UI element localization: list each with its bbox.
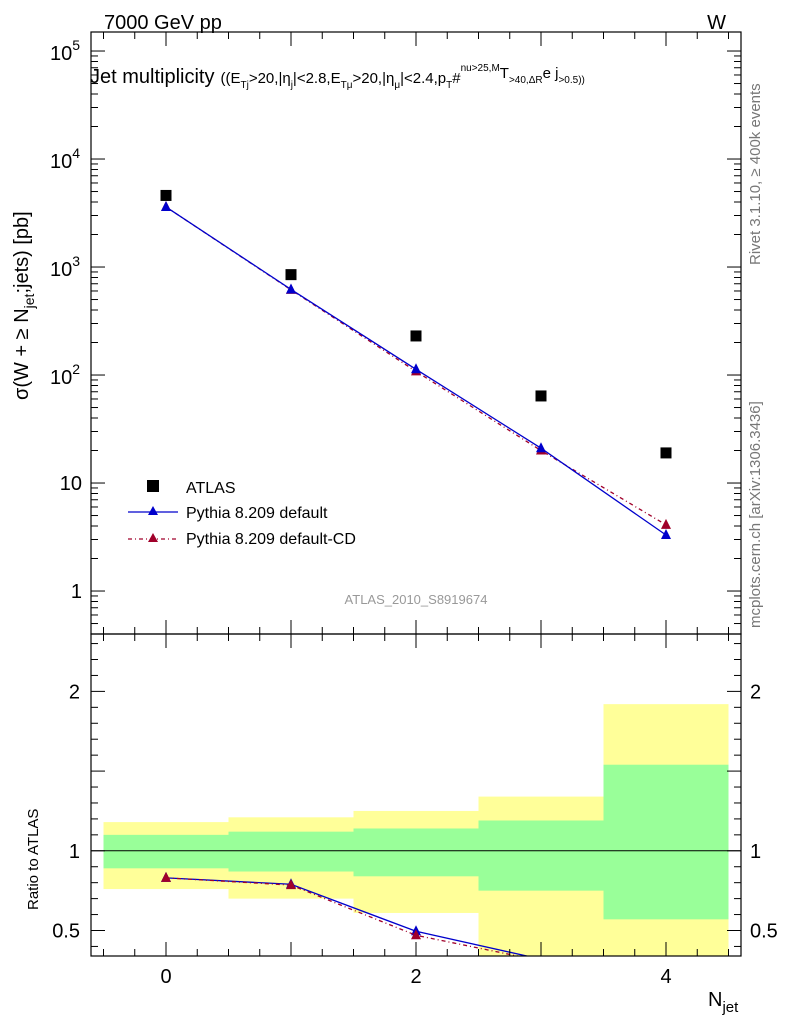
ratio-band-stat [478, 820, 604, 891]
ratio-point-2 [286, 879, 296, 890]
ratio-point-2 [411, 929, 421, 940]
main-ytick-label: 102 [50, 361, 80, 389]
rivet-label: Rivet 3.1.10, ≥ 400k events [747, 83, 764, 265]
ratio-series-group [161, 871, 530, 956]
ratio-ytick-label-left: 0.5 [52, 920, 80, 942]
legend-mc1-marker [148, 506, 158, 515]
main-point-1 [161, 200, 171, 211]
data-point-atlas [285, 269, 297, 281]
xtick-label: 2 [410, 966, 421, 988]
data-point-atlas [410, 330, 422, 342]
ratio-band-stat [353, 828, 479, 877]
legend-atlas-label: ATLAS [186, 480, 236, 497]
analysis-watermark: ATLAS_2010_S8919674 [345, 592, 488, 607]
xtick-label: 4 [660, 966, 671, 988]
ratio-ytick-label-right: 2 [750, 681, 761, 703]
legend: ATLAS Pythia 8.209 default Pythia 8.209 … [128, 480, 356, 548]
main-point-1 [286, 283, 296, 294]
main-point-1 [661, 529, 671, 540]
main-point-2 [661, 518, 671, 529]
legend-atlas-marker [147, 480, 159, 492]
header-process: W [707, 12, 726, 34]
ratio-ytick-label-left: 1 [69, 841, 80, 863]
xtick-label: 0 [160, 966, 171, 988]
ratio-band-stat [228, 831, 354, 872]
ratio-ylabel: Ratio to ATLAS [25, 809, 42, 910]
legend-mc2-marker [148, 533, 158, 542]
axis-ticks [91, 32, 741, 956]
data-point-atlas [160, 189, 172, 201]
main-ytick-label: 10 [60, 473, 82, 495]
main-ytick-label: 104 [50, 145, 80, 173]
main-ylabel: σ(W + ≥ Njet;jets) [pb] [11, 211, 37, 400]
plot-title: Jet multiplicity ((ETj>20,|ηj|<2.8,ETμ>20… [90, 63, 585, 91]
main-point-1 [536, 442, 546, 453]
ratio-ytick-label-right: 1 [750, 841, 761, 863]
main-ytick-label: 103 [50, 253, 80, 281]
legend-mc2-label: Pythia 8.209 default-CD [186, 531, 356, 548]
main-series-group [160, 189, 672, 540]
axis-tick-labels: 1 10 102 103 104 105 0.5 0.5 1 1 2 2 0 2 4 [50, 37, 778, 988]
ratio-uncertainty-bands [103, 704, 729, 956]
ratio-band-stat [103, 834, 229, 869]
header-energy: 7000 GeV pp [104, 12, 222, 34]
mcplots-label: mcplots.cern.ch [arXiv:1306.3436] [747, 401, 764, 628]
ratio-point-2 [161, 871, 171, 882]
ratio-ytick-label-left: 2 [69, 681, 80, 703]
legend-mc1-label: Pythia 8.209 default [186, 505, 328, 522]
data-point-atlas [535, 390, 547, 402]
data-point-atlas [660, 447, 672, 459]
ratio-band-stat [603, 764, 729, 920]
xlabel: Njet [708, 989, 739, 1016]
main-ytick-label: 1 [71, 581, 82, 603]
main-point-1 [411, 363, 421, 374]
ratio-ytick-label-right: 0.5 [750, 920, 778, 942]
main-ytick-label: 105 [50, 37, 80, 65]
